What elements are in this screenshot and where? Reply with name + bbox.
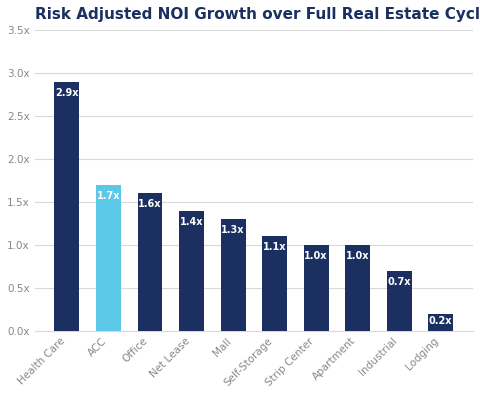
Bar [221,219,245,331]
Text: 1.3x: 1.3x [221,225,245,235]
Bar [345,245,370,331]
Bar [179,211,204,331]
Text: Risk Adjusted NOI Growth over Full Real Estate Cycle: Risk Adjusted NOI Growth over Full Real … [35,7,480,22]
Text: 1.6x: 1.6x [138,199,162,209]
Text: 0.7x: 0.7x [387,277,411,287]
Bar [55,82,79,331]
Text: 2.9x: 2.9x [55,88,79,98]
Bar [96,185,121,331]
Text: 1.7x: 1.7x [96,191,120,201]
Text: 1.0x: 1.0x [304,251,328,261]
Text: 1.4x: 1.4x [180,217,203,227]
Text: 0.2x: 0.2x [429,316,453,326]
Text: 1.1x: 1.1x [263,243,286,252]
Bar [262,237,287,331]
Bar [304,245,328,331]
Bar [138,194,162,331]
Bar [428,314,453,331]
Bar [387,271,411,331]
Text: 1.0x: 1.0x [346,251,370,261]
